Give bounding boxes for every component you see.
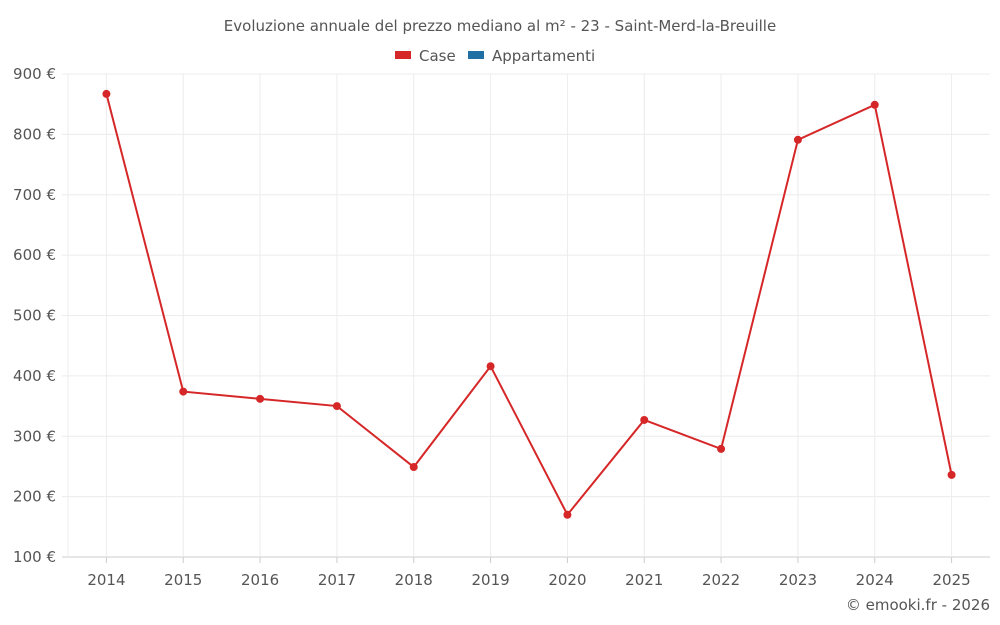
series-line-case <box>105 93 953 517</box>
y-tick-label: 900 € <box>13 65 56 83</box>
data-point-2021 <box>640 415 649 424</box>
credit: © emooki.fr - 2026 <box>846 596 990 614</box>
data-point-2022 <box>717 444 726 453</box>
data-point-2018 <box>409 463 418 472</box>
x-tick-label: 2019 <box>471 571 509 589</box>
y-tick-label: 300 € <box>13 427 56 445</box>
y-tick-label: 200 € <box>13 488 56 506</box>
grid <box>62 73 990 558</box>
y-tick-label: 100 € <box>13 548 56 566</box>
data-point-2014 <box>102 89 111 98</box>
legend-label-case: Case <box>419 47 456 65</box>
x-tick-label: 2016 <box>241 571 279 589</box>
data-point-2023 <box>793 135 802 144</box>
y-tick-label: 500 € <box>13 307 56 325</box>
y-tick-label: 700 € <box>13 186 56 204</box>
data-point-2016 <box>256 394 265 403</box>
x-tick-label: 2017 <box>318 571 356 589</box>
x-tick-label: 2020 <box>548 571 586 589</box>
x-tick-label: 2015 <box>164 571 202 589</box>
x-tick-label: 2022 <box>702 571 740 589</box>
data-point-2019 <box>486 362 495 371</box>
legend-label-appartamenti: Appartamenti <box>492 47 595 65</box>
data-point-2024 <box>870 100 879 109</box>
x-tick-label: 2021 <box>625 571 663 589</box>
data-point-2020 <box>563 510 572 519</box>
y-tick-label: 600 € <box>13 246 56 264</box>
x-tick-label: 2014 <box>87 571 125 589</box>
x-tick-label: 2018 <box>395 571 433 589</box>
x-tick-label: 2025 <box>932 571 970 589</box>
data-point-2015 <box>179 387 188 396</box>
y-tick-label: 800 € <box>13 125 56 143</box>
x-tick-label: 2024 <box>856 571 894 589</box>
axes: 100 € 200 € 300 € 400 € 500 € 600 € 700 € 800 €… <box>13 65 971 589</box>
legend-swatch-appartamenti <box>468 51 484 59</box>
legend-swatch-case <box>395 51 411 59</box>
series-layer <box>102 89 956 519</box>
data-point-2025 <box>947 470 956 479</box>
y-tick-label: 400 € <box>13 367 56 385</box>
x-tick-label: 2023 <box>779 571 817 589</box>
data-point-2017 <box>332 402 341 411</box>
chart-title: Evoluzione annuale del prezzo mediano al… <box>224 17 776 35</box>
legend: Case Appartamenti <box>395 47 595 65</box>
